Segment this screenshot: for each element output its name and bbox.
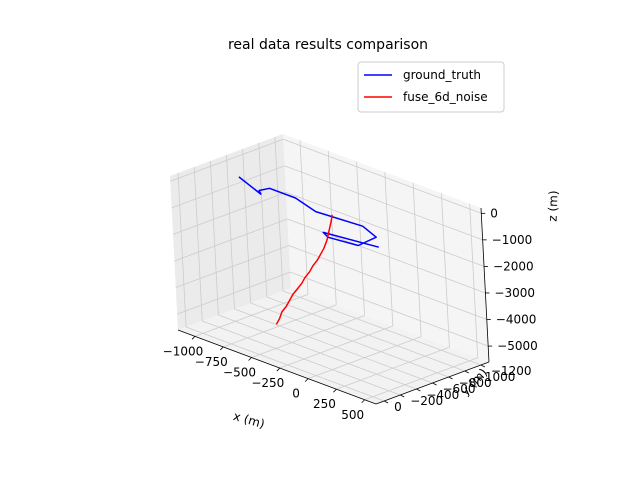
z-grid-line-left: [177, 271, 291, 315]
x-tick-mark: [276, 367, 281, 372]
x-tick-label: −250: [251, 376, 284, 390]
y-grid-line-floor: [234, 308, 433, 384]
legend-box: [357, 61, 505, 113]
y-grid-line-floor: [250, 302, 449, 378]
z-axis-line: [480, 207, 490, 363]
y-tick-label: −800: [459, 376, 492, 390]
legend-label-fuse-6d-noise: fuse_6d_noise: [403, 90, 488, 104]
x-tick-mark: [219, 346, 224, 351]
z-grid-line-back: [287, 218, 486, 294]
x-grid-line-back: [469, 203, 479, 358]
z-tick-label: −2000: [493, 259, 534, 273]
x-tick-mark: [248, 357, 252, 361]
z-grid-line-back: [284, 165, 483, 241]
y-grid-line-left: [242, 148, 252, 304]
y-grid-line-floor: [218, 314, 417, 390]
z-axis-label: z (m): [545, 190, 560, 222]
z-grid-line-left: [170, 138, 284, 182]
x-tick-mark: [304, 378, 309, 382]
y-tick-mark: [400, 394, 405, 398]
x-grid-line-back: [299, 140, 309, 295]
y-grid-line-left: [258, 142, 268, 298]
y-grid-line-floor: [266, 296, 465, 372]
y-grid-line-left: [193, 166, 203, 322]
x-grid-line-back: [327, 150, 337, 305]
y-tick-mark: [464, 370, 469, 374]
x-grid-line-back: [384, 172, 394, 327]
series-line-fuse-6d-noise: [275, 214, 333, 325]
y-grid-line-left: [226, 154, 235, 310]
y-grid-line-left: [209, 160, 219, 316]
axes-grid: [170, 136, 489, 402]
x-tick-label: 0: [292, 387, 300, 401]
x-tick-label: −500: [223, 365, 256, 379]
y-tick-label: −1000: [475, 370, 516, 384]
x-tick-mark: [361, 399, 365, 404]
y-tick-mark: [480, 364, 486, 368]
x-grid-line-back: [441, 193, 450, 348]
x-axis-line: [177, 329, 377, 405]
z-tick-label: −3000: [494, 286, 535, 300]
y-tick-label: −600: [443, 382, 476, 396]
z-grid-line-left: [171, 165, 285, 209]
y-tick-mark: [448, 376, 453, 380]
y-grid-line-left: [177, 172, 187, 328]
y-tick-label: −200: [410, 394, 443, 408]
x-grid-line-back: [412, 182, 422, 337]
back-pane: [283, 134, 489, 362]
z-grid-line-back: [290, 271, 489, 347]
z-grid-line-left: [175, 245, 289, 288]
x-tick-mark: [333, 388, 337, 393]
y-grid-line-left: [274, 136, 284, 292]
z-grid-line-left: [172, 192, 287, 235]
z-grid-line-back: [283, 138, 482, 214]
z-grid-line-back: [288, 245, 487, 320]
y-tick-mark: [383, 400, 389, 404]
chart-title: real data results comparison: [228, 37, 428, 53]
z-grid-line-back: [285, 192, 485, 267]
y-tick-mark: [416, 388, 421, 392]
x-tick-mark: [191, 336, 196, 340]
y-tick-label: −400: [426, 388, 459, 402]
z-tick-label: 0: [490, 206, 498, 220]
y-tick-label: −1200: [491, 364, 532, 378]
z-tick-label: −1000: [492, 233, 533, 247]
z-tick-label: −4000: [496, 313, 537, 327]
x-tick-label: 500: [341, 408, 364, 422]
y-grid-line-floor: [185, 326, 385, 402]
y-grid-line-floor: [282, 290, 482, 366]
plot-series: [238, 176, 379, 325]
y-tick-label: 0: [394, 400, 402, 414]
z-tick-label: −5000: [497, 339, 538, 353]
x-axis-label: x (m): [232, 409, 267, 431]
legend-label-ground-truth: ground_truth: [403, 68, 481, 82]
x-tick-label: −750: [195, 355, 228, 369]
y-tick-mark: [432, 382, 437, 386]
x-grid-line-back: [356, 161, 365, 316]
legend: ground_truth fuse_6d_noise: [357, 61, 505, 113]
x-tick-label: −1000: [163, 344, 204, 358]
x-tick-label: 250: [313, 397, 336, 411]
y-grid-line-floor: [202, 320, 401, 396]
z-grid-line-left: [174, 218, 288, 262]
